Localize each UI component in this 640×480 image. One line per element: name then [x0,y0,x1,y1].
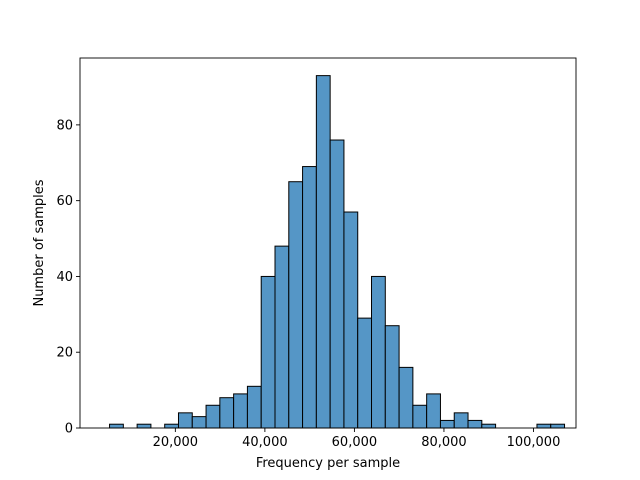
y-tick-label-4: 80 [56,118,73,133]
histogram-bar-24 [439,419,455,429]
histogram-bar-27 [481,423,497,429]
histogram-bar-14 [302,166,317,429]
histogram-bar-31 [536,423,552,429]
histogram-bar-4 [164,423,179,429]
y-axis-label: Number of samples [32,179,47,306]
histogram-bar-9 [233,393,248,429]
histogram-bar-23 [426,393,441,429]
histogram-bar-0 [109,423,124,429]
y-tick-label-2: 40 [56,270,73,285]
histogram-bar-19 [371,275,386,429]
x-tick-label-1: 40,000 [242,435,288,450]
histogram-bar-10 [246,385,262,429]
x-axis-label: Frequency per sample [256,456,400,471]
histogram-bar-15 [315,75,331,429]
histogram-bar-17 [343,211,359,429]
y-tick-label-3: 60 [56,194,73,209]
histogram-bar-13 [288,181,304,429]
histogram-bar-16 [329,139,345,429]
histogram-bar-20 [384,325,400,429]
y-axis-ticks: 0 20 40 60 80 [56,118,80,437]
x-axis-ticks: 20,000 40,000 60,000 80,000 100,000 [153,428,561,450]
x-tick-label-0: 20,000 [153,435,199,450]
histogram-bar-22 [412,404,428,429]
histogram-bar-7 [205,404,221,429]
x-tick-label-4: 100,000 [507,435,561,450]
histogram-bar-32 [550,423,566,429]
histogram-bar-5 [177,412,193,429]
histogram-bar-25 [453,412,469,429]
x-tick-label-2: 60,000 [332,435,378,450]
histogram-bar-26 [467,419,483,429]
x-tick-label-3: 80,000 [421,435,467,450]
bars-group [109,75,566,429]
y-tick-label-1: 20 [56,346,73,361]
y-tick-label-0: 0 [65,422,73,437]
histogram-bar-12 [274,245,290,429]
histogram-bar-18 [357,317,373,429]
histogram-bar-11 [260,275,276,429]
plot-frame [79,57,577,429]
histogram-bar-21 [398,366,414,429]
histogram-bar-8 [219,397,235,429]
histogram-bar-6 [191,416,207,429]
histogram-bar-2 [136,423,152,429]
